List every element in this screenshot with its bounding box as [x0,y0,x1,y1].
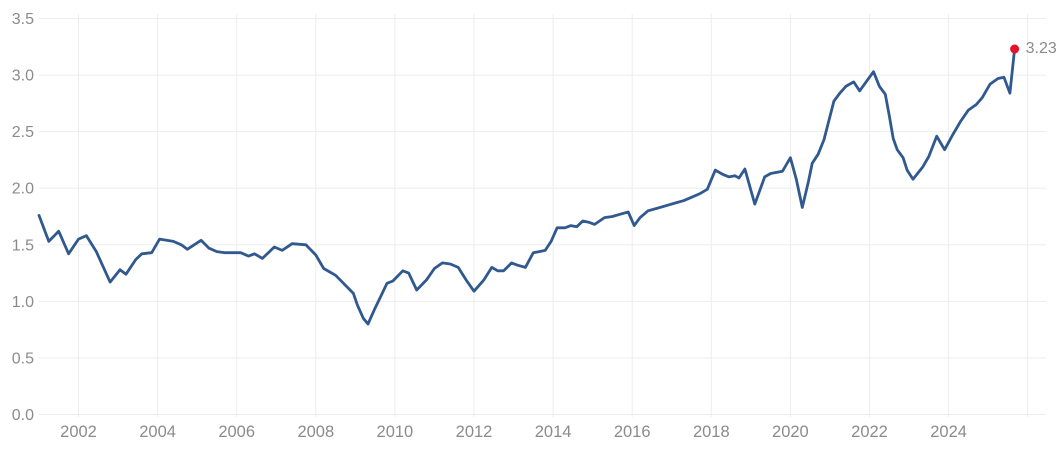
x-tick-label: 2018 [693,423,730,441]
last-value-label: 3.23 [1025,40,1057,58]
data-series-line [37,47,1016,326]
x-tick-label: 2020 [772,423,809,441]
horizontal-gridlines [39,17,1046,415]
y-tick-label: 0.0 [12,407,34,424]
x-axis-tick-labels: 2002 2004 2006 2008 2010 2012 2014 2016 2018 2020… [60,423,967,441]
y-axis-tick-labels: 0.0 0.5 1.0 1.5 2.0 2.5 3.0 3.5 [12,11,34,424]
last-value-dot [1010,44,1020,54]
y-tick-label: 0.5 [12,350,34,367]
x-tick-label: 2004 [139,423,176,441]
y-tick-label: 3.5 [12,11,34,28]
x-tick-label: 2012 [456,423,493,441]
x-tick-label: 2024 [930,423,967,441]
x-tick-label: 2008 [297,423,334,441]
y-tick-label: 2.0 [12,181,34,198]
x-tick-label: 2010 [377,423,414,441]
x-tick-label: 2006 [218,423,255,441]
x-tick-label: 2014 [535,423,572,441]
x-tick-label: 2022 [851,423,888,441]
y-tick-label: 1.0 [12,294,34,311]
y-tick-label: 2.5 [12,124,34,141]
y-tick-label: 1.5 [12,237,34,254]
x-tick-label: 2016 [614,423,651,441]
vertical-gridlines [78,14,1029,417]
y-tick-label: 3.0 [12,68,34,85]
x-tick-label: 2002 [60,423,97,441]
